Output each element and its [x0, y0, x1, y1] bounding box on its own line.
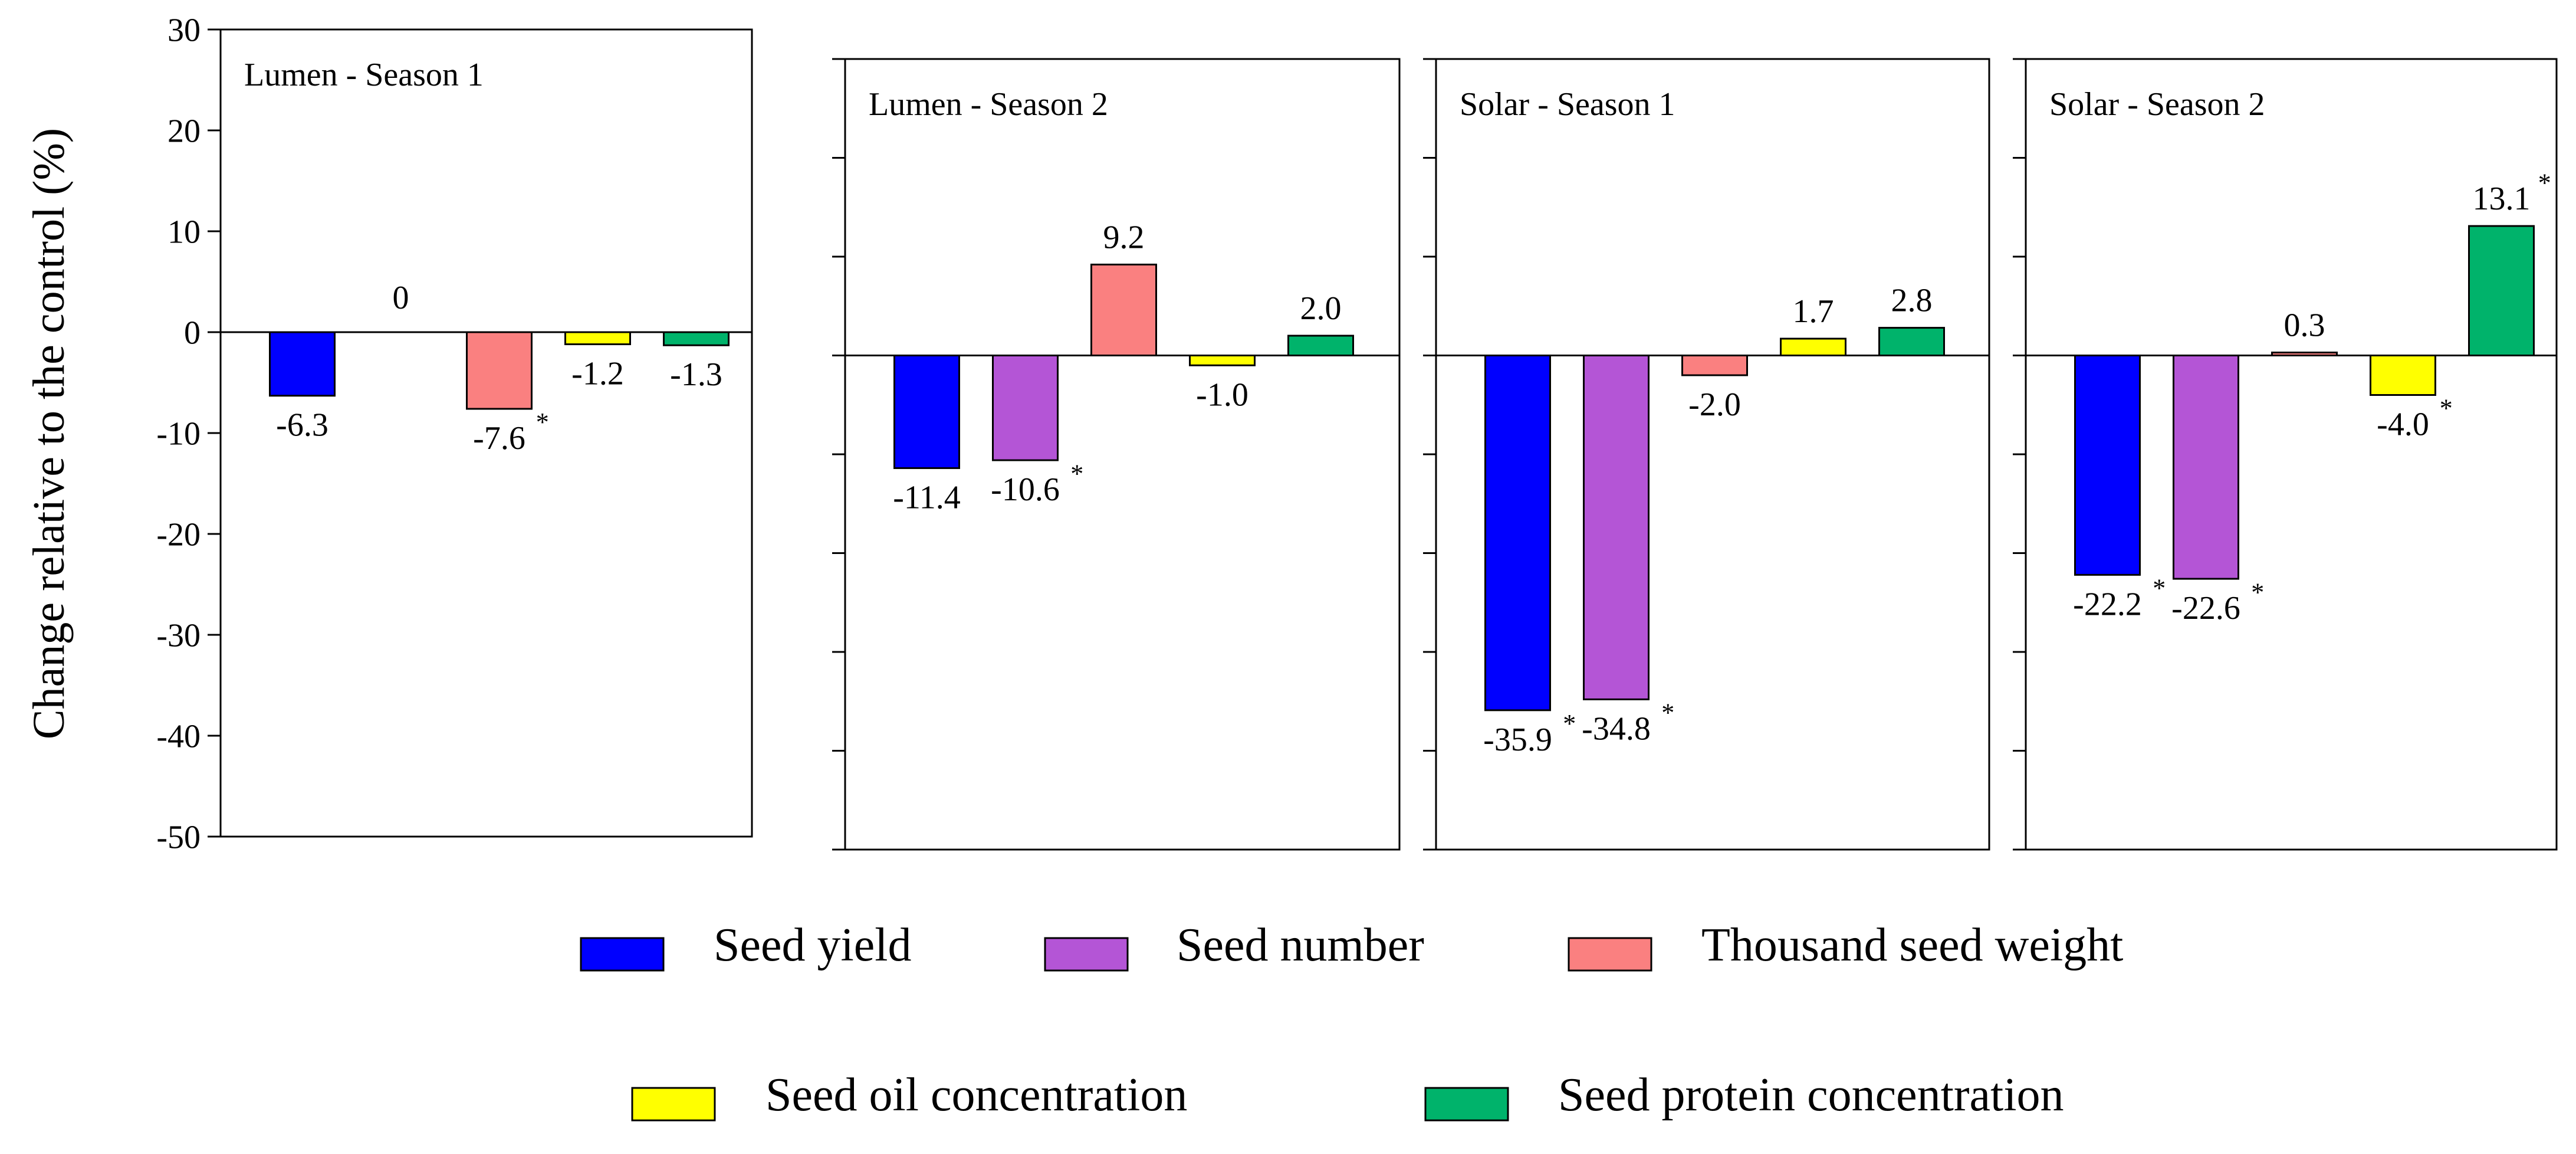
significance-marker: * — [2153, 574, 2166, 603]
y-tick-label: 0 — [184, 315, 201, 352]
legend-label: Seed oil concentration — [765, 1069, 1187, 1121]
significance-marker: * — [2251, 578, 2264, 606]
y-tick-label: 30 — [167, 12, 201, 49]
legend-label: Thousand seed weight — [1701, 919, 2123, 971]
bar-thousand-seed-weight — [2271, 351, 2338, 356]
significance-marker: * — [1661, 699, 1674, 727]
y-tick-label: -10 — [156, 416, 201, 453]
significance-marker: * — [1070, 459, 1083, 488]
bar-seed-number — [2173, 355, 2239, 580]
significance-marker: * — [2538, 168, 2551, 197]
bar-seed-yield — [269, 331, 336, 397]
legend-label: Seed number — [1177, 919, 1424, 971]
bar-seed-yield — [2074, 355, 2141, 576]
data-label: -22.2 — [2073, 586, 2142, 622]
legend-swatch — [580, 937, 665, 972]
data-label: 2.8 — [1891, 283, 1933, 319]
legend-swatch — [1044, 937, 1129, 972]
legend-swatch — [1568, 937, 1652, 972]
data-label: 9.2 — [1103, 219, 1145, 255]
y-axis-label: Change relative to the control (%) — [24, 128, 74, 739]
data-label: -7.6 — [473, 420, 525, 457]
legend-label: Seed protein concentration — [1558, 1069, 2064, 1121]
data-label: -6.3 — [276, 407, 328, 444]
significance-marker: * — [536, 408, 549, 437]
y-tick-label: 20 — [167, 113, 201, 150]
bar-thousand-seed-weight — [466, 331, 533, 410]
panel-title: Lumen - Season 1 — [244, 57, 484, 93]
panel-title: Solar - Season 1 — [1460, 86, 1675, 123]
data-label: 2.0 — [1300, 290, 1342, 327]
bar-seed-yield — [1484, 355, 1551, 712]
data-label: -35.9 — [1483, 722, 1552, 758]
bar-seed-oil-concentration — [2370, 355, 2436, 396]
data-label: -34.8 — [1582, 710, 1651, 747]
data-label: -22.6 — [2171, 590, 2240, 627]
bar-seed-oil-concentration — [564, 331, 631, 346]
bar-thousand-seed-weight — [1090, 263, 1157, 356]
data-label: 0 — [393, 280, 409, 316]
data-label: -11.4 — [893, 479, 961, 516]
legend-swatch — [631, 1087, 716, 1122]
data-label: 13.1 — [2473, 181, 2531, 217]
data-label: 1.7 — [1793, 293, 1834, 330]
legend-swatch — [1424, 1087, 1509, 1122]
y-tick-label: -30 — [156, 618, 201, 654]
data-label: -1.0 — [1196, 376, 1248, 413]
y-tick-label: -40 — [156, 719, 201, 755]
bar-seed-yield — [893, 355, 960, 469]
significance-marker: * — [2440, 394, 2453, 423]
data-label: -1.2 — [571, 356, 624, 392]
bar-seed-oil-concentration — [1189, 355, 1256, 366]
bar-seed-number — [992, 355, 1059, 461]
data-label: -2.0 — [1688, 386, 1741, 423]
bar-seed-protein-concentration — [2468, 225, 2535, 357]
bar-seed-protein-concentration — [1878, 327, 1945, 356]
y-tick-label: -50 — [156, 819, 201, 856]
legend-label: Seed yield — [714, 919, 911, 971]
y-tick-label: -20 — [156, 517, 201, 553]
data-label: -10.6 — [991, 471, 1060, 508]
bar-seed-oil-concentration — [1780, 337, 1846, 357]
bar-seed-number — [1583, 355, 1650, 700]
panel-title: Lumen - Season 2 — [869, 86, 1108, 123]
significance-marker: * — [1563, 709, 1576, 738]
panel-title: Solar - Season 2 — [2049, 86, 2265, 123]
y-tick-label: 10 — [167, 214, 201, 251]
data-label: -1.3 — [670, 356, 722, 393]
bar-seed-protein-concentration — [663, 331, 730, 346]
data-label: -4.0 — [2377, 406, 2429, 443]
bar-thousand-seed-weight — [1681, 355, 1748, 376]
data-label: 0.3 — [2284, 307, 2325, 343]
bar-seed-protein-concentration — [1287, 335, 1354, 356]
